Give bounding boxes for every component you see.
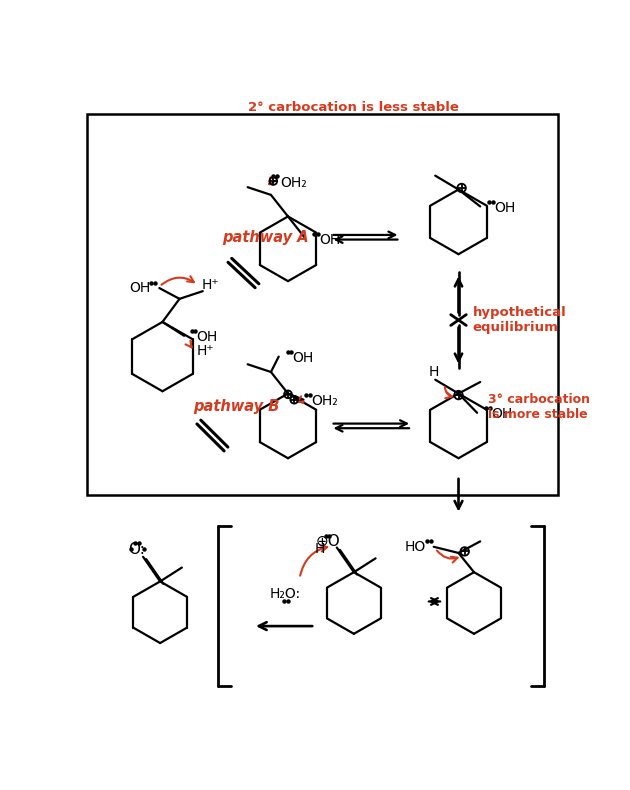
Bar <box>86 114 558 495</box>
Text: H₂O:: H₂O: <box>270 587 301 600</box>
Text: OH₂: OH₂ <box>280 175 307 190</box>
Text: OH₂: OH₂ <box>311 394 338 408</box>
Text: hypothetical
equilibrium: hypothetical equilibrium <box>472 306 566 334</box>
Text: H⁺: H⁺ <box>201 278 219 292</box>
Text: OH: OH <box>129 281 150 295</box>
Text: H: H <box>428 365 439 379</box>
Text: 2° carbocation is less stable: 2° carbocation is less stable <box>248 100 459 114</box>
Text: OH: OH <box>494 201 515 215</box>
Text: H⁺: H⁺ <box>197 344 214 358</box>
Text: pathway A: pathway A <box>222 230 309 245</box>
Text: OH: OH <box>491 408 512 421</box>
Text: HO: HO <box>404 540 426 554</box>
Text: OH: OH <box>319 232 340 246</box>
Text: O:: O: <box>129 542 146 557</box>
Text: H: H <box>314 542 325 556</box>
Text: pathway B: pathway B <box>193 399 280 414</box>
Text: ⊕O: ⊕O <box>315 534 340 549</box>
Text: OH: OH <box>293 351 314 365</box>
Text: OH: OH <box>197 330 218 344</box>
Text: 3° carbocation
is more stable: 3° carbocation is more stable <box>488 393 590 421</box>
